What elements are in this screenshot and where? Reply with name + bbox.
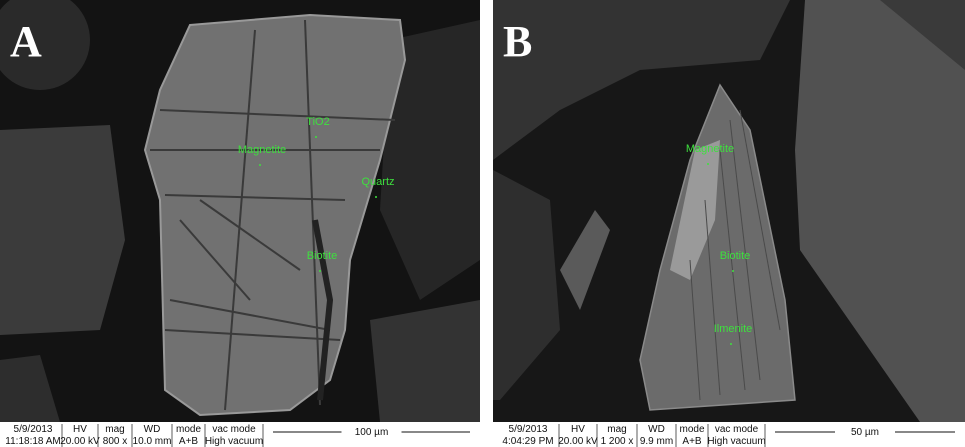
info-head: mode [679,424,704,435]
mineral-label: Biotite [720,250,751,262]
info-value: 1 200 x [601,436,634,447]
scale-label: 100 µm [355,427,389,438]
info-head: WD [648,424,665,435]
label-point [315,136,317,138]
info-value: 11:18:18 AM [5,436,60,447]
info-head: vac mode [715,424,759,435]
label-point [732,270,734,272]
info-head: mode [176,424,201,435]
info-value: 10.0 mm [133,436,172,447]
panel-gap [480,0,493,447]
info-head: 5/9/2013 [509,424,548,435]
panel-letter: B [503,17,532,66]
info-head: HV [73,424,87,435]
info-head: WD [144,424,161,435]
info-value: 4:04:29 PM [502,436,553,447]
mineral-label: Quartz [361,176,394,188]
info-head: vac mode [212,424,256,435]
info-value: A+B [179,436,199,447]
info-value: High vacuum [205,436,263,447]
info-value: A+B [682,436,702,447]
info-value: 800 x [103,436,127,447]
sem-image-b [493,0,965,422]
info-value: 9.9 mm [640,436,673,447]
mineral-label: Biotite [307,250,338,262]
info-head: HV [571,424,585,435]
info-value: High vacuum [707,436,765,447]
scale-label: 50 µm [851,427,879,438]
info-head: mag [607,424,626,435]
label-point [259,164,261,166]
mineral-label: Magnetite [238,144,286,156]
mineral-label: TiO2 [306,116,329,128]
label-point [707,163,709,165]
figure: ATiO2MagnetiteQuartzBiotite5/9/201311:18… [0,0,965,447]
info-head: 5/9/2013 [14,424,53,435]
label-point [375,196,377,198]
sem-image-a [0,0,480,422]
panel-letter: A [10,17,42,66]
info-head: mag [105,424,124,435]
mineral-label: Ilmenite [714,323,753,335]
label-point [730,343,732,345]
mineral-label: Magnetite [686,143,734,155]
info-value: 20.00 kV [558,436,598,447]
info-value: 20.00 kV [60,436,100,447]
label-point [319,270,321,272]
